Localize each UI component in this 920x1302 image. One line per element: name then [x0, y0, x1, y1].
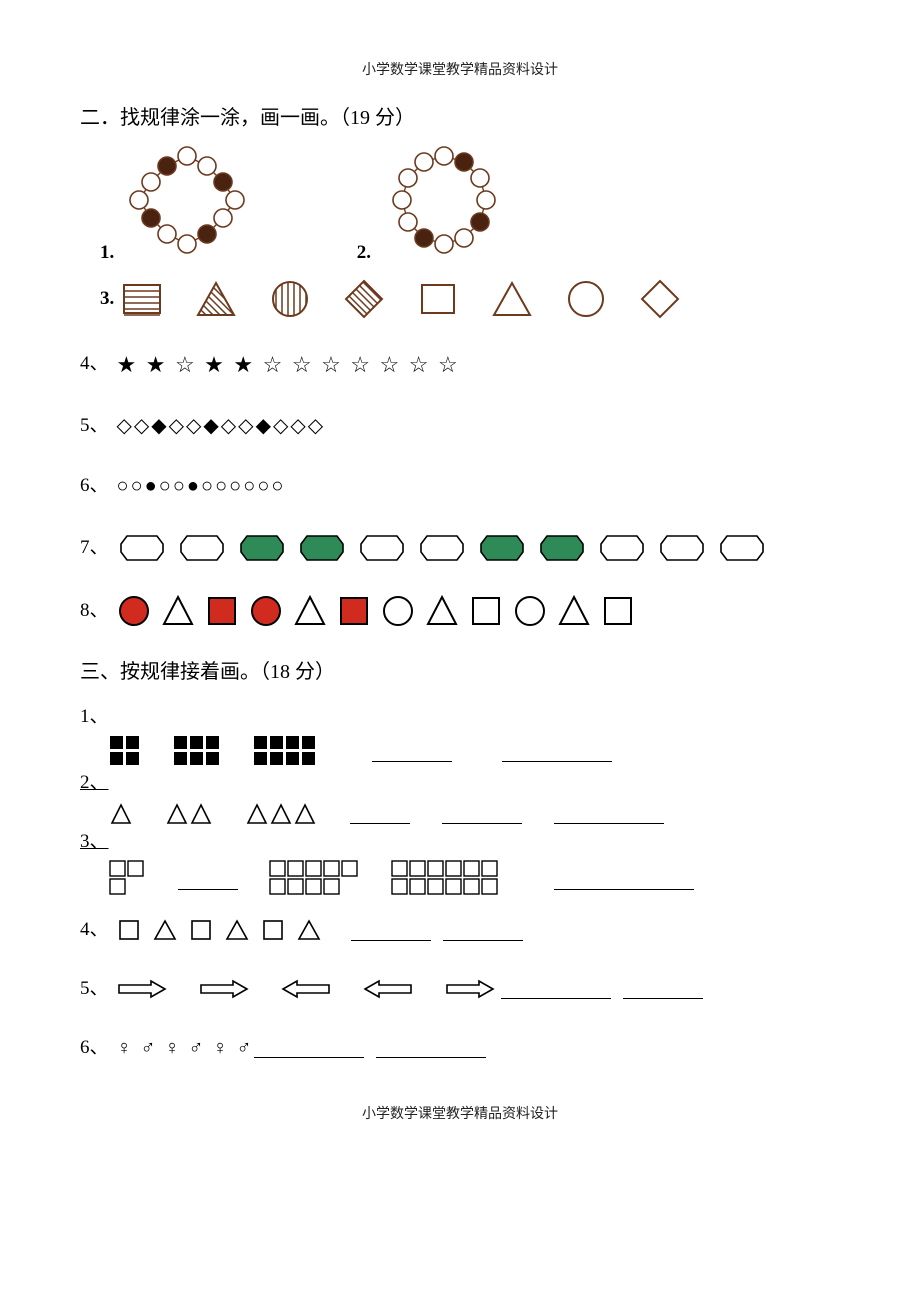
page-footer: 小学数学课堂教学精品资料设计 [80, 1104, 840, 1126]
s3-q4-shapes [117, 918, 321, 942]
q3-label: 3. [100, 284, 114, 314]
blank-line [501, 978, 611, 999]
q4-label: 4、 [80, 349, 109, 379]
blank-line [376, 1038, 486, 1059]
q5-label: 5、 [80, 411, 109, 441]
blank-line [254, 1038, 364, 1059]
s3-q3-row [110, 861, 840, 897]
blank-line [443, 920, 523, 941]
q5-diamonds: ◇◇◆◇◇◆◇◇◆◇◇◇ [117, 410, 326, 442]
q2-label: 2. [357, 242, 371, 263]
s3-q1-label: 1、 [80, 706, 109, 727]
q7-badges [117, 530, 767, 566]
q8-shapes [117, 594, 635, 628]
s3-q1-row [110, 736, 840, 766]
s3-q6-symbols: ♀ ♂ ♀ ♂ ♀ ♂ [117, 1032, 254, 1064]
blank-line [623, 978, 703, 999]
blank-line [351, 920, 431, 941]
q1-label: 1. [100, 242, 114, 263]
q8-label: 8、 [80, 596, 109, 626]
q1-q2-figures: 1. 2. [100, 148, 840, 268]
s3-q5-arrows [117, 979, 495, 999]
q4-stars: ★ ★ ☆ ★ ★ ☆ ☆ ☆ ☆ ☆ ☆ ☆ [117, 347, 460, 382]
s3-q5-label: 5、 [80, 974, 109, 1004]
q1-diamond-beads [127, 148, 257, 258]
q3-shapes [122, 279, 680, 319]
section-2-title: 二．找规律涂一涂，画一画。（19 分） [80, 102, 840, 134]
s3-q2-label: 2、 [80, 772, 109, 793]
q6-circles: ○○●○○●○○○○○○ [117, 470, 286, 502]
s3-q2-row [110, 803, 840, 825]
s3-q4-label: 4、 [80, 915, 109, 945]
section-3-title: 三、按规律接着画。（18 分） [80, 656, 840, 688]
s3-q6-label: 6、 [80, 1033, 109, 1063]
q7-label: 7、 [80, 533, 109, 563]
s3-q3-label: 3、 [80, 831, 109, 852]
page-header: 小学数学课堂教学精品资料设计 [80, 60, 840, 82]
q6-label: 6、 [80, 471, 109, 501]
q2-hex-beads [384, 148, 514, 258]
